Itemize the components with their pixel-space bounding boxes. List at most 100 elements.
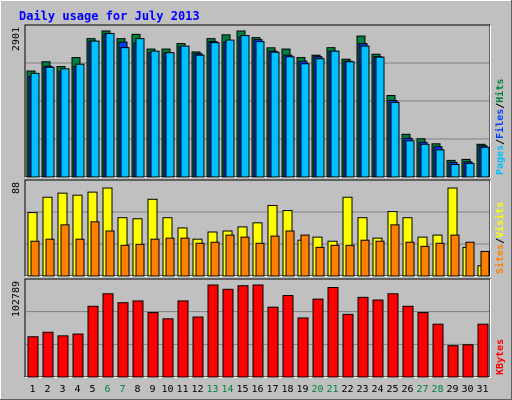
bar-kbytes-day-4	[72, 333, 84, 378]
x-tick-label-8: 8	[134, 384, 140, 395]
bar-pages-day-17	[270, 51, 280, 178]
bar-sites-day-6	[105, 230, 115, 277]
bar-sites-day-18	[285, 230, 295, 277]
bar-kbytes-day-15	[237, 285, 249, 378]
bar-sites-day-1	[30, 240, 40, 277]
bar-kbytes-day-3	[57, 335, 69, 378]
bar-pages-day-2	[45, 66, 55, 178]
panel-max-label: 88	[11, 182, 22, 194]
bar-kbytes-day-10	[162, 318, 174, 378]
bar-pages-day-30	[465, 162, 475, 178]
bar-pages-day-29	[450, 163, 460, 178]
bar-sites-day-2	[45, 238, 55, 277]
x-tick-label-6: 6	[104, 384, 110, 395]
bar-pages-day-22	[345, 61, 355, 178]
x-tick-label-13: 13	[206, 384, 218, 395]
legend-entry: KBytes	[495, 339, 506, 375]
bar-kbytes-day-1	[27, 336, 39, 378]
x-tick-label-17: 17	[266, 384, 278, 395]
bar-kbytes-day-18	[282, 295, 294, 378]
bar-kbytes-day-30	[462, 344, 474, 378]
bar-pages-day-1	[30, 72, 40, 178]
bar-pages-day-11	[180, 45, 190, 178]
bar-sites-day-30	[465, 241, 475, 277]
legend-entry: /	[495, 103, 506, 109]
bar-kbytes-day-2	[42, 331, 54, 378]
bar-sites-day-27	[420, 245, 430, 277]
bar-sites-day-21	[330, 244, 340, 277]
bar-sites-day-14	[225, 234, 235, 277]
bar-sites-day-29	[450, 234, 460, 277]
bar-kbytes-day-13	[207, 284, 219, 378]
bar-sites-day-11	[180, 237, 190, 277]
panel-legend: Pages/Files/Hits	[494, 79, 506, 175]
bar-sites-day-7	[120, 244, 130, 277]
legend-entry: Visits	[494, 202, 506, 238]
panel-legend: KBytes	[495, 339, 506, 375]
bar-pages-day-31	[480, 146, 490, 178]
bar-kbytes-day-5	[87, 305, 99, 378]
bar-kbytes-day-9	[147, 312, 159, 378]
bar-pages-day-5	[90, 40, 100, 178]
x-tick-label-9: 9	[149, 384, 155, 395]
x-tick-label-14: 14	[221, 384, 233, 395]
x-tick-label-25: 25	[386, 384, 398, 395]
bar-sites-day-12	[195, 242, 205, 277]
bar-sites-day-8	[135, 243, 145, 277]
x-tick-label-16: 16	[251, 384, 263, 395]
bar-sites-day-28	[435, 242, 445, 277]
bar-sites-day-24	[375, 240, 385, 277]
bar-sites-day-10	[165, 237, 175, 277]
bar-pages-day-21	[330, 50, 340, 178]
bar-kbytes-day-22	[342, 313, 354, 378]
bar-kbytes-day-20	[312, 298, 324, 378]
bar-sites-day-13	[210, 241, 220, 277]
bar-kbytes-day-12	[192, 316, 204, 378]
bar-kbytes-day-7	[117, 302, 129, 378]
x-tick-label-30: 30	[461, 384, 473, 395]
bar-sites-day-15	[240, 236, 250, 277]
x-tick-label-19: 19	[296, 384, 308, 395]
bar-pages-day-10	[165, 52, 175, 178]
x-tick-label-29: 29	[446, 384, 458, 395]
bar-kbytes-day-17	[267, 306, 279, 378]
bar-sites-day-31	[480, 250, 490, 277]
bar-kbytes-day-28	[432, 323, 444, 378]
bar-pages-day-19	[300, 63, 310, 178]
legend-entry: Hits	[494, 79, 506, 103]
panel-legend: Sites/Visits	[494, 202, 506, 274]
bar-pages-day-18	[285, 56, 295, 178]
bar-kbytes-day-26	[402, 305, 414, 378]
x-tick-label-23: 23	[356, 384, 368, 395]
x-tick-label-18: 18	[281, 384, 293, 395]
bar-kbytes-day-21	[327, 287, 339, 378]
bar-pages-day-24	[375, 56, 385, 178]
bar-kbytes-day-29	[447, 345, 459, 378]
panel-kbytes: 102789 KBytes	[11, 278, 506, 378]
panel-visits_sites: 88 Sites/Visits	[11, 179, 506, 277]
x-tick-label-3: 3	[59, 384, 65, 395]
x-axis-labels: 1 2 3 4 5 6 7 8 9 10 11 12 13 14 15 16 17 18 19 20 21 22 23 24 2…	[29, 384, 488, 395]
bar-pages-day-14	[225, 39, 235, 178]
panel-max-label: 2901	[11, 27, 22, 51]
bar-pages-day-26	[405, 140, 415, 178]
bar-pages-day-6	[105, 33, 115, 178]
bar-kbytes-day-6	[102, 293, 114, 378]
bar-sites-day-16	[255, 242, 265, 277]
bar-kbytes-day-16	[252, 284, 264, 378]
bar-sites-day-5	[90, 221, 100, 277]
bar-pages-day-28	[435, 149, 445, 178]
legend-entry: Pages	[495, 145, 506, 175]
x-tick-label-11: 11	[176, 384, 188, 395]
bar-kbytes-day-11	[177, 300, 189, 378]
bar-sites-day-23	[360, 239, 370, 277]
bar-pages-day-12	[195, 54, 205, 178]
x-tick-label-22: 22	[341, 384, 353, 395]
legend-entry: /	[495, 238, 506, 244]
bar-kbytes-day-19	[297, 317, 309, 378]
x-tick-label-28: 28	[431, 384, 443, 395]
bar-sites-day-3	[60, 224, 70, 277]
x-tick-label-1: 1	[29, 384, 35, 395]
